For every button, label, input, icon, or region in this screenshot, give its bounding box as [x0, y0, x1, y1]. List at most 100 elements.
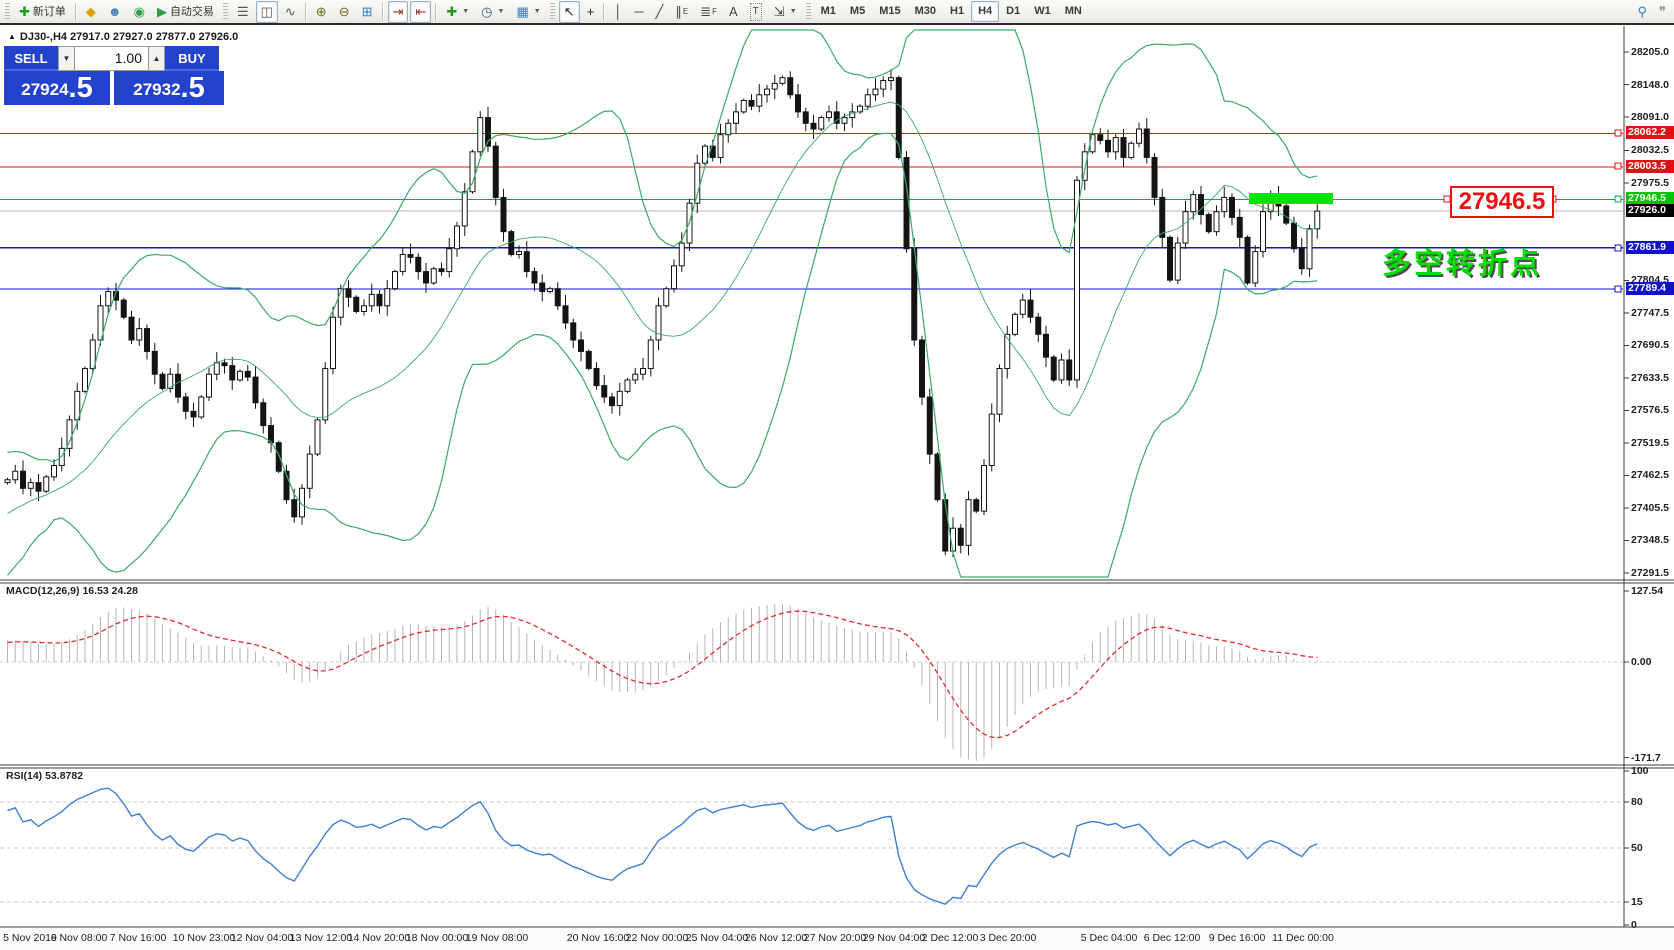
price-tick: 27975.5: [1631, 176, 1669, 189]
timeframe-h4[interactable]: H4: [971, 1, 1000, 22]
timeframe-w1[interactable]: W1: [1034, 5, 1051, 17]
candlestick-chart-icon: ◫: [260, 3, 273, 19]
time-tick: 14 Nov 20:00: [347, 932, 411, 944]
timeframe-mn[interactable]: MN: [1064, 5, 1082, 17]
timeframe-m5[interactable]: M5: [849, 5, 866, 17]
crosshair-icon: +: [586, 3, 595, 19]
toolbar-button-label: 自动交易: [169, 5, 214, 18]
chat-icon: ❞: [1659, 3, 1666, 19]
fibonacci-icon[interactable]: ≣ F: [695, 1, 722, 23]
sell-price[interactable]: 27924.5: [4, 71, 110, 105]
new-order-button[interactable]: ✚ 新订单: [14, 1, 71, 23]
bar-chart-icon[interactable]: ☰: [232, 1, 254, 23]
volume-input[interactable]: 1.00: [75, 46, 148, 71]
signal-icon: ◉: [133, 3, 145, 19]
timeframe-m30[interactable]: M30: [914, 5, 936, 17]
time-tick: 12 Nov 04:00: [230, 932, 294, 944]
horizontal-line-icon[interactable]: ─: [629, 1, 648, 23]
current-price-tag: 27926.0: [1626, 204, 1674, 218]
volume-increase-button[interactable]: ▲: [148, 46, 165, 71]
rsi-tick: 100: [1631, 765, 1649, 777]
zoom-in-icon[interactable]: ⊕: [311, 1, 332, 23]
time-tick: 13 Nov 12:00: [289, 932, 353, 944]
time-tick: 11 Dec 00:00: [1272, 932, 1334, 944]
signal-icon[interactable]: ◉: [129, 1, 150, 23]
chat-icon[interactable]: ❞: [1654, 1, 1671, 23]
eraser-icon[interactable]: ◆: [81, 1, 101, 23]
chart-shift-icon[interactable]: ⇤: [410, 0, 432, 23]
time-tick: 7 Nov 16:00: [109, 932, 167, 944]
zoom-in-icon: ⊕: [315, 3, 327, 19]
toolbar-button-label: 新订单: [32, 5, 66, 18]
price-annotation-box[interactable]: 27946.5: [1450, 186, 1554, 218]
auto-scroll-icon[interactable]: ⇥: [387, 0, 409, 23]
sell-price-dec: .5: [68, 72, 93, 104]
periods-icon[interactable]: ◷ ▼: [476, 1, 509, 23]
dropdown-arrow-icon[interactable]: ▼: [462, 7, 470, 15]
toolbar-separator: [381, 2, 384, 21]
templates-icon[interactable]: ▦ ▼: [511, 1, 545, 23]
auto-trading: ▶: [156, 3, 167, 19]
time-tick: 5 Nov 2019: [3, 932, 57, 944]
trendline-icon[interactable]: ╱: [651, 1, 669, 23]
search-icon[interactable]: ⚲: [1632, 1, 1652, 23]
time-tick: 20 Nov 16:00: [566, 932, 630, 944]
time-tick: 18 Nov 00:00: [405, 932, 469, 944]
indicators-icon[interactable]: ✚ ▼: [441, 1, 474, 23]
toolbar-drag-handle: [549, 2, 555, 21]
time-axis: [0, 928, 1674, 950]
sell-button[interactable]: SELL: [4, 46, 58, 71]
cursor-icon[interactable]: ↖: [558, 0, 580, 23]
text-label-icon: T: [749, 2, 762, 21]
collapse-panel-icon[interactable]: ▲: [8, 32, 16, 41]
price-line-tag: 28003.5: [1626, 159, 1674, 173]
toolbar-separator: [304, 2, 307, 21]
toolbar-drag-handle: [805, 2, 811, 21]
line-chart-icon[interactable]: ∿: [280, 1, 301, 23]
rsi-tick: 0: [1631, 919, 1637, 931]
channel-icon: ∥: [675, 3, 682, 19]
timeframe-m1[interactable]: M1: [820, 5, 836, 17]
price-tick: 27633.5: [1631, 371, 1669, 384]
text-label-icon[interactable]: T: [745, 1, 767, 23]
crosshair-icon[interactable]: +: [582, 1, 600, 23]
buy-price[interactable]: 27932.5: [114, 71, 224, 105]
shapes-icon[interactable]: ⇲ ▼: [769, 1, 802, 23]
price-line-tag: 27946.5: [1626, 192, 1674, 206]
volume-decrease-button[interactable]: ▼: [58, 46, 75, 71]
price-tick: 28032.5: [1631, 144, 1669, 157]
profile-icon[interactable]: ☻: [103, 1, 127, 23]
trendline-icon: ╱: [655, 3, 664, 19]
macd-tick: -171.7: [1631, 751, 1661, 764]
timeframe-m15[interactable]: M15: [879, 5, 901, 17]
buy-button[interactable]: BUY: [165, 46, 219, 71]
text-icon[interactable]: A: [724, 1, 743, 23]
vertical-line-icon[interactable]: │: [609, 1, 627, 23]
eraser-icon: ◆: [85, 3, 96, 19]
price-tick: 28205.0: [1631, 46, 1669, 58]
zoom-out-icon: ⊖: [338, 3, 350, 19]
time-tick: 25 Nov 04:00: [685, 932, 749, 944]
channel-icon[interactable]: ∥ E: [670, 1, 693, 23]
price-tick: 27747.5: [1631, 306, 1669, 319]
dropdown-arrow-icon[interactable]: ▼: [497, 7, 505, 15]
candlestick-chart-icon[interactable]: ◫: [255, 0, 278, 23]
timeframe-h1[interactable]: H1: [950, 5, 965, 17]
one-click-trade-panel: SELL ▼ 1.00 ▲ BUY 27924.5 27932.5: [4, 46, 224, 105]
time-tick: 19 Nov 08:00: [465, 932, 529, 944]
zoom-out-icon[interactable]: ⊖: [334, 1, 355, 23]
shapes-icon: ⇲: [773, 3, 785, 19]
time-tick: 22 Nov 00:00: [625, 932, 689, 944]
rsi-tick: 15: [1631, 895, 1643, 908]
timeframe-d1[interactable]: D1: [1006, 5, 1021, 17]
dropdown-arrow-icon[interactable]: ▼: [789, 7, 797, 15]
auto-trading-button[interactable]: ▶ 自动交易: [152, 1, 219, 23]
tile-windows-icon[interactable]: ⊞: [357, 1, 378, 23]
price-tick: 27462.5: [1631, 469, 1669, 482]
macd-label: MACD(12,26,9) 16.53 24.28: [6, 585, 138, 597]
dropdown-arrow-icon[interactable]: ▼: [533, 7, 541, 15]
periods-icon: ◷: [481, 3, 493, 19]
time-tick: 10 Nov 23:00: [172, 932, 236, 944]
time-tick: 6 Dec 12:00: [1143, 932, 1201, 944]
